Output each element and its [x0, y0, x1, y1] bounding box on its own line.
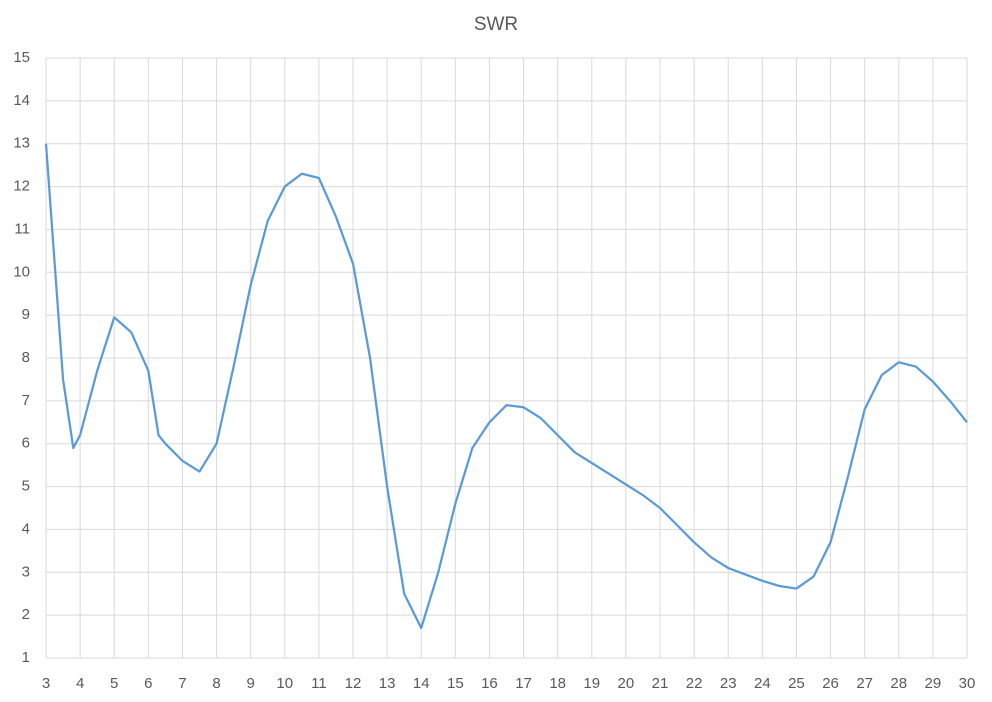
- x-tick-label: 3: [42, 675, 50, 692]
- y-tick-label: 8: [22, 349, 30, 366]
- x-tick-label: 24: [754, 675, 771, 692]
- y-tick-label: 12: [13, 178, 30, 195]
- y-tick-label: 14: [13, 92, 30, 109]
- line-series: [44, 143, 968, 630]
- x-tick-label: 27: [856, 675, 873, 692]
- x-tick-label: 8: [212, 675, 220, 692]
- x-tick-label: 16: [481, 675, 498, 692]
- x-tick-label: 23: [720, 675, 737, 692]
- x-tick-label: 10: [276, 675, 293, 692]
- x-tick-label: 5: [110, 675, 118, 692]
- x-tick-label: 15: [447, 675, 464, 692]
- x-tick-label: 7: [178, 675, 186, 692]
- x-tick-label: 26: [822, 675, 839, 692]
- y-tick-label: 15: [13, 49, 30, 66]
- x-tick-label: 4: [76, 675, 84, 692]
- x-tick-label: 6: [144, 675, 152, 692]
- x-tick-label: 25: [788, 675, 805, 692]
- x-tick-label: 11: [311, 675, 327, 692]
- x-tick-label: 13: [379, 675, 396, 692]
- x-tick-label: 29: [925, 675, 942, 692]
- x-tick-label: 17: [515, 675, 532, 692]
- y-tick-label: 11: [14, 220, 30, 237]
- y-tick-label: 1: [22, 649, 30, 666]
- y-tick-label: 5: [22, 478, 30, 495]
- x-tick-label: 18: [549, 675, 566, 692]
- x-tick-label: 20: [618, 675, 635, 692]
- x-tick-label: 22: [686, 675, 703, 692]
- x-tick-label: 19: [583, 675, 600, 692]
- y-tick-label: 10: [13, 263, 30, 280]
- x-tick-label: 28: [890, 675, 907, 692]
- x-tick-label: 9: [246, 675, 254, 692]
- x-tick-label: 12: [345, 675, 362, 692]
- x-tick-label: 30: [959, 675, 976, 692]
- y-tick-label: 9: [22, 306, 30, 323]
- x-tick-label: 14: [413, 675, 430, 692]
- y-tick-label: 3: [22, 563, 30, 580]
- y-tick-label: 6: [22, 435, 30, 452]
- x-tick-label: 21: [652, 675, 669, 692]
- y-tick-label: 4: [22, 520, 30, 537]
- y-tick-label: 7: [22, 392, 30, 409]
- y-tick-label: 13: [13, 135, 30, 152]
- y-tick-label: 2: [22, 606, 30, 623]
- chart-title: SWR: [474, 14, 518, 35]
